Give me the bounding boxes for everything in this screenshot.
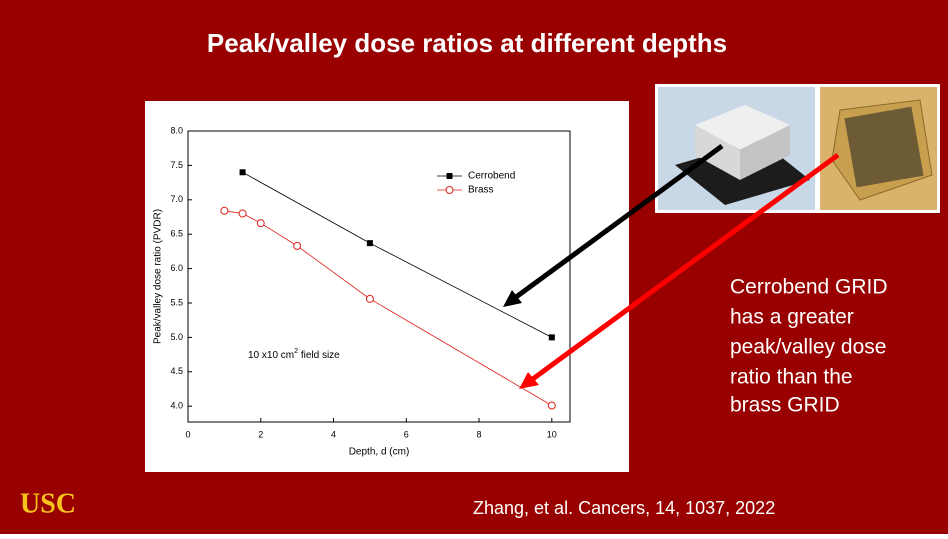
data-point (239, 169, 246, 176)
x-axis-label: Depth, d (cm) (349, 447, 410, 458)
legend-label: Cerrobend (468, 171, 515, 182)
y-axis-label: Peak/valley dose ratio (PVDR) (153, 209, 164, 344)
brass-holes (844, 106, 924, 188)
y-tick-label: 6.5 (170, 229, 183, 239)
y-tick-label: 7.5 (170, 160, 183, 170)
y-tick-label: 5.0 (170, 332, 183, 342)
slide-title: Peak/valley dose ratios at different dep… (207, 28, 727, 58)
data-point (238, 209, 247, 218)
data-point (220, 206, 229, 215)
note-line: ratio than the (730, 366, 853, 389)
annotation-part: 2 (294, 348, 298, 355)
y-tick-label: 8.0 (170, 125, 183, 135)
x-tick-label: 10 (547, 429, 557, 439)
annotation-part: 10 x10 cm (248, 350, 294, 361)
arrow-shaft (510, 143, 724, 303)
citation: Zhang, et al. Cancers, 14, 1037, 2022 (473, 498, 775, 518)
annotation: 10 x10 cm2 field size (248, 348, 340, 360)
arrow-shaft (528, 152, 840, 384)
x-tick-label: 2 (258, 429, 263, 439)
data-point (547, 401, 556, 410)
arrow-head (519, 372, 539, 389)
x-tick-label: 4 (331, 429, 336, 439)
note-line: Cerrobend GRID (730, 276, 888, 299)
legend-marker (446, 173, 453, 179)
x-tick-label: 0 (185, 429, 190, 439)
photo-block-top (695, 105, 790, 150)
note-line: has a greater (730, 306, 854, 329)
data-point (293, 241, 302, 250)
arrow-head (503, 290, 522, 307)
chart-panel (145, 101, 629, 472)
y-tick-label: 4.5 (170, 366, 183, 376)
x-tick-label: 8 (477, 429, 482, 439)
y-tick-label: 4.0 (170, 401, 183, 411)
data-point (365, 294, 374, 303)
legend-marker (445, 186, 454, 194)
data-point (256, 219, 265, 228)
y-tick-label: 6.0 (170, 263, 183, 273)
plot-frame (187, 130, 571, 423)
y-tick-label: 7.0 (170, 194, 183, 204)
note-line: peak/valley dose (730, 336, 886, 359)
logo: USC (20, 488, 76, 519)
x-tick-label: 6 (404, 429, 409, 439)
annotation-part: field size (298, 350, 340, 361)
data-point (548, 334, 555, 341)
chart: 0 2 4 6 8 10 4.0 4.5 5.0 5.5 6.0 6.5 7.0 7.5 8.0 Depth,… (153, 125, 571, 458)
photo-block-front (740, 125, 790, 180)
data-point (366, 240, 373, 247)
legend-label: Brass (468, 185, 494, 196)
note-line: brass GRID (730, 394, 840, 417)
y-tick-label: 5.5 (170, 297, 183, 307)
photo-block-side (695, 125, 740, 180)
